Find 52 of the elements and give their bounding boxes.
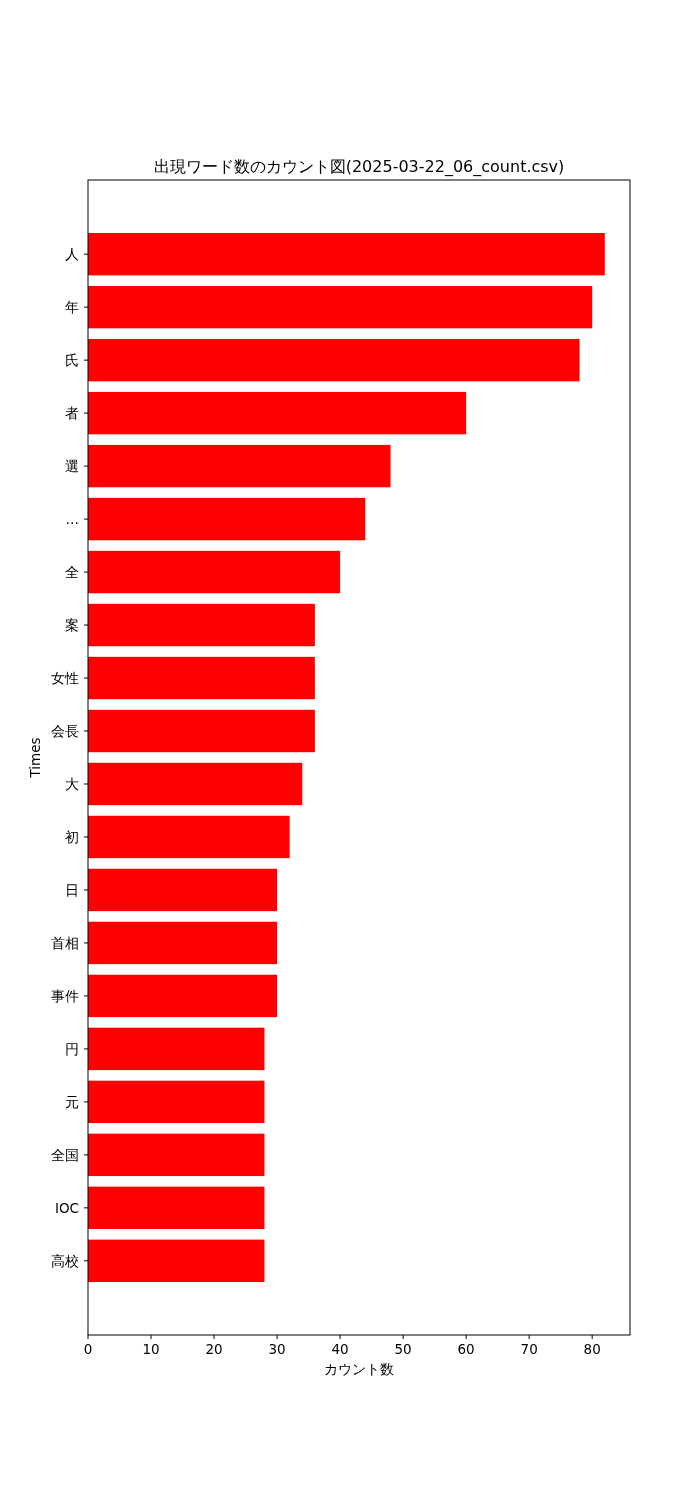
- y-tick-label: 案: [65, 616, 79, 633]
- y-tick-label: 事件: [51, 987, 79, 1004]
- y-tick-label: 年: [65, 298, 79, 315]
- y-tick-label: 初: [65, 828, 79, 845]
- x-tick-label: 10: [142, 1341, 160, 1357]
- chart-title: 出現ワード数のカウント図(2025-03-22_06_count.csv): [153, 157, 565, 177]
- x-tick-label: 30: [268, 1341, 286, 1357]
- bar: [88, 1186, 265, 1230]
- bar: [88, 603, 315, 647]
- x-tick-label: 60: [457, 1341, 475, 1357]
- x-tick-label: 80: [583, 1341, 601, 1357]
- y-tick-label: …: [65, 510, 79, 527]
- x-tick-label: 20: [205, 1341, 223, 1357]
- y-tick-label: 首相: [51, 934, 79, 951]
- y-tick-label: 人: [65, 245, 79, 262]
- bar: [88, 1027, 265, 1071]
- y-tick-label: 円: [65, 1040, 79, 1057]
- bar: [88, 868, 278, 912]
- y-tick-label: 日: [65, 881, 79, 898]
- y-tick-label: 氏: [65, 351, 79, 368]
- bar: [88, 444, 391, 488]
- bar: [88, 285, 593, 329]
- y-tick-label: 全: [65, 563, 79, 580]
- y-axis-title: Times: [27, 737, 43, 779]
- x-tick-label: 70: [520, 1341, 538, 1357]
- bar: [88, 762, 303, 806]
- y-tick-label: IOC: [54, 1199, 79, 1216]
- bar: [88, 974, 278, 1018]
- bar: [88, 1080, 265, 1124]
- bar: [88, 921, 278, 965]
- y-tick-label: 選: [65, 457, 79, 474]
- x-tick-label: 40: [331, 1341, 349, 1357]
- bar: [88, 232, 605, 276]
- y-tick-label: 大: [65, 775, 79, 792]
- y-tick-label: 会長: [51, 722, 79, 739]
- y-tick-label: 全国: [51, 1146, 79, 1163]
- x-tick-label: 50: [394, 1341, 412, 1357]
- y-tick-label: 高校: [51, 1252, 79, 1269]
- bar: [88, 709, 315, 753]
- bar: [88, 497, 366, 541]
- x-tick-label: 0: [83, 1341, 93, 1357]
- y-tick-label: 女性: [51, 669, 79, 686]
- x-axis-title: カウント数: [324, 1361, 394, 1377]
- bar: [88, 1133, 265, 1177]
- bar: [88, 550, 341, 594]
- bar: [88, 338, 580, 382]
- bar: [88, 815, 290, 859]
- bar: [88, 391, 467, 435]
- y-tick-label: 元: [65, 1093, 79, 1110]
- y-tick-label: 者: [65, 404, 79, 421]
- bar: [88, 656, 315, 700]
- bar: [88, 1239, 265, 1283]
